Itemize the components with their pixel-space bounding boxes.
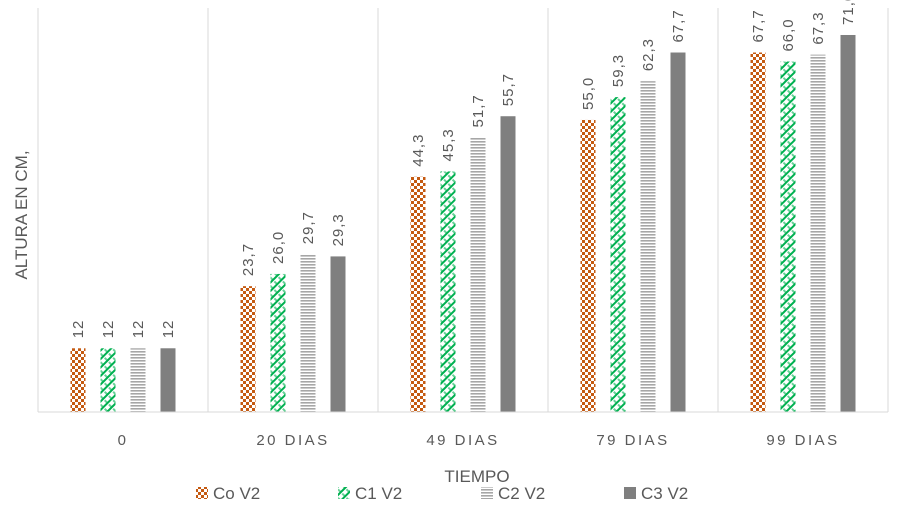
- bar-c3-v2: [330, 256, 346, 412]
- data-label: 51,7: [470, 94, 487, 127]
- data-label: 62,3: [640, 38, 657, 71]
- x-tick-label: 99 DIAS: [766, 432, 839, 449]
- bar-c2-v2: [130, 348, 146, 412]
- data-label: 29,7: [300, 211, 317, 244]
- data-label: 59,3: [610, 54, 627, 87]
- bar-c1-v2: [440, 171, 456, 412]
- data-label: 67,7: [670, 9, 687, 42]
- data-label: 23,7: [240, 243, 257, 276]
- legend-swatch: [624, 487, 636, 499]
- bar-co-v2: [70, 348, 86, 412]
- bar-c2-v2: [300, 254, 316, 412]
- bar-co-v2: [580, 119, 596, 412]
- data-label: 29,3: [330, 213, 347, 246]
- y-axis-label: ALTURA EN CM,: [12, 150, 31, 279]
- legend-swatch: [481, 487, 493, 499]
- bar-c3-v2: [500, 116, 516, 412]
- bar-c3-v2: [160, 348, 176, 412]
- data-label: 12: [160, 320, 177, 339]
- data-label: 12: [130, 320, 147, 339]
- bar-c3-v2: [670, 52, 686, 412]
- data-label: 44,3: [410, 134, 427, 167]
- data-label: 67,7: [750, 9, 767, 42]
- data-label: 12: [70, 320, 87, 339]
- data-label: 55,0: [580, 77, 597, 110]
- data-label: 12: [100, 320, 117, 339]
- bar-c2-v2: [470, 137, 486, 412]
- data-label: 55,7: [500, 73, 517, 106]
- legend-swatch: [338, 487, 350, 499]
- data-label: 67,3: [810, 11, 827, 44]
- x-tick-label: 20 DIAS: [256, 432, 329, 449]
- bar-c1-v2: [270, 273, 286, 412]
- bar-c2-v2: [640, 81, 656, 412]
- legend-swatch: [196, 487, 208, 499]
- bar-co-v2: [240, 286, 256, 412]
- category-separators: [37, 8, 889, 412]
- data-label: 26,0: [270, 231, 287, 264]
- legend: Co V2 C1 V2 C2 V2 C3 V2: [196, 484, 688, 503]
- x-tick-label: 0: [118, 432, 129, 449]
- x-tick-labels: 0 20 DIAS 49 DIAS 79 DIAS 99 DIAS: [118, 432, 839, 449]
- bar-c3-v2: [840, 34, 856, 413]
- legend-label: Co V2: [213, 484, 260, 503]
- data-label: 66,0: [780, 18, 797, 51]
- bar-c1-v2: [100, 348, 116, 412]
- x-axis-label: TIEMPO: [444, 467, 509, 486]
- x-tick-label: 79 DIAS: [596, 432, 669, 449]
- x-tick-label: 49 DIAS: [426, 432, 499, 449]
- bar-c1-v2: [780, 61, 796, 412]
- bars-group: [70, 34, 856, 413]
- data-label: 45,3: [440, 128, 457, 161]
- value-labels-group: 12 12 12 12 23,7 26,0 29,7 29,3 44,3 45,3 51,7 55,7…: [70, 0, 857, 338]
- bar-co-v2: [750, 52, 766, 412]
- legend-label: C3 V2: [641, 484, 688, 503]
- bar-co-v2: [410, 176, 426, 412]
- data-label: 71,0: [840, 0, 857, 25]
- bar-c1-v2: [610, 97, 626, 412]
- bar-c2-v2: [810, 54, 826, 413]
- legend-label: C1 V2: [355, 484, 402, 503]
- legend-label: C2 V2: [498, 484, 545, 503]
